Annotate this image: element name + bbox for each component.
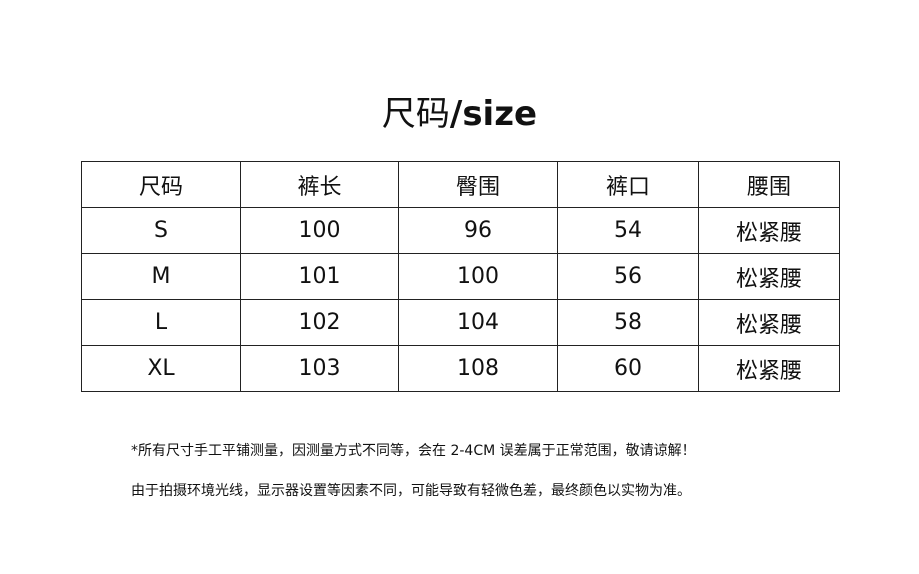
header-cell: 臀围 <box>398 161 558 208</box>
table-cell: 56 <box>557 253 699 300</box>
header-cell: 裤长 <box>240 161 399 208</box>
table-row: L 102 104 58 松紧腰 <box>81 299 840 346</box>
header-cell: 腰围 <box>698 161 840 208</box>
table-cell: 103 <box>240 345 399 392</box>
table-cell: 104 <box>398 299 558 346</box>
header-cell: 裤口 <box>557 161 699 208</box>
measurement-note: *所有尺寸手工平铺测量，因测量方式不同等，会在 2-4CM 误差属于正常范围，敬… <box>131 443 696 459</box>
table-cell: 60 <box>557 345 699 392</box>
size-table: 尺码 裤长 臀围 裤口 腰围 S 100 96 54 松紧腰 M 101 100 56 松紧腰 … <box>81 161 840 392</box>
table-header-row: 尺码 裤长 臀围 裤口 腰围 <box>81 161 840 208</box>
color-note: 由于拍摄环境光线，显示器设置等因素不同，可能导致有轻微色差，最终颜色以实物为准。 <box>131 483 691 499</box>
table-cell: 108 <box>398 345 558 392</box>
title-cn: 尺码 <box>381 94 450 134</box>
table-cell: 松紧腰 <box>698 345 840 392</box>
table-cell: 102 <box>240 299 399 346</box>
table-cell: L <box>81 299 241 346</box>
table-cell: 100 <box>398 253 558 300</box>
table-cell: 58 <box>557 299 699 346</box>
header-cell: 尺码 <box>81 161 241 208</box>
table-cell: XL <box>81 345 241 392</box>
table-row: S 100 96 54 松紧腰 <box>81 207 840 254</box>
page-title: 尺码/size <box>0 92 919 136</box>
table-cell: 96 <box>398 207 558 254</box>
table-cell: 松紧腰 <box>698 253 840 300</box>
title-en: /size <box>449 94 538 134</box>
table-cell: S <box>81 207 241 254</box>
table-cell: 54 <box>557 207 699 254</box>
table-cell: 100 <box>240 207 399 254</box>
table-cell: 松紧腰 <box>698 207 840 254</box>
table-cell: 101 <box>240 253 399 300</box>
table-cell: M <box>81 253 241 300</box>
table-row: M 101 100 56 松紧腰 <box>81 253 840 300</box>
table-cell: 松紧腰 <box>698 299 840 346</box>
table-row: XL 103 108 60 松紧腰 <box>81 345 840 392</box>
